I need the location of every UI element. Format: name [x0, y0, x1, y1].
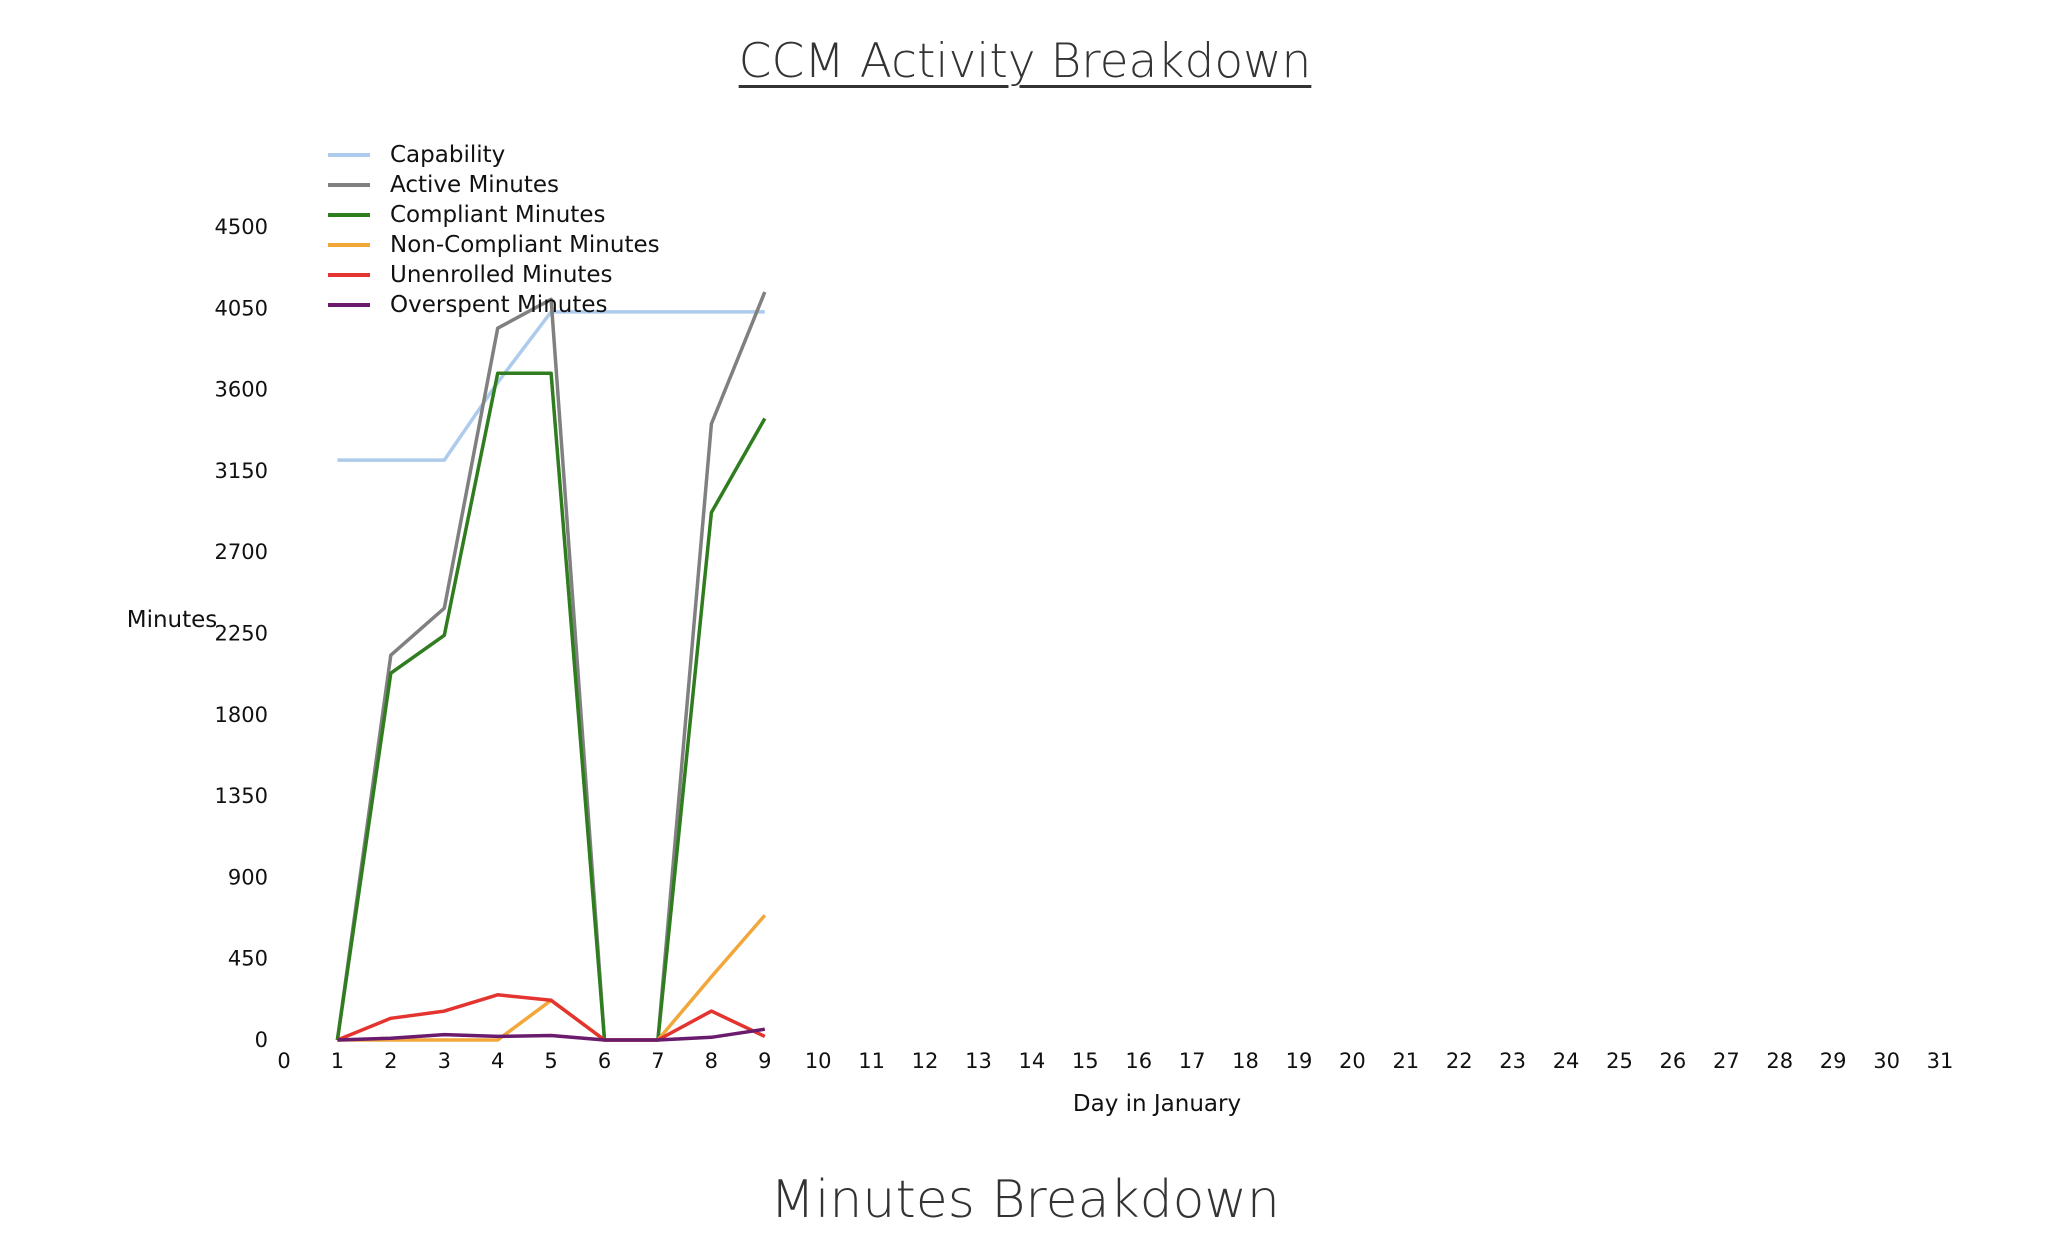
x-tick-label: 29: [1820, 1049, 1847, 1073]
x-tick-label: 10: [805, 1049, 832, 1073]
x-tick-label: 17: [1179, 1049, 1206, 1073]
legend-swatch: [328, 273, 370, 277]
y-tick-label: 4500: [215, 215, 268, 239]
x-tick-label: 28: [1766, 1049, 1793, 1073]
y-tick-label: 4050: [215, 296, 268, 320]
y-tick-label: 2250: [215, 622, 268, 646]
series-line-active-minutes: [335, 291, 767, 1042]
x-tick-label: 20: [1339, 1049, 1366, 1073]
x-tick-label: 15: [1072, 1049, 1099, 1073]
y-tick-label: 1350: [215, 784, 268, 808]
series-lines: [335, 291, 767, 1042]
legend-item: Unenrolled Minutes: [328, 260, 660, 290]
y-tick-label: 900: [228, 865, 268, 889]
x-tick-label: 22: [1446, 1049, 1473, 1073]
x-tick-label: 25: [1606, 1049, 1633, 1073]
x-tick-label: 24: [1553, 1049, 1580, 1073]
x-tick-label: 30: [1873, 1049, 1900, 1073]
legend-item: Active Minutes: [328, 170, 660, 200]
x-tick-label: 26: [1660, 1049, 1687, 1073]
y-tick-label: 450: [228, 947, 268, 971]
minutes-breakdown-heading: Minutes Breakdown: [770, 1170, 1280, 1230]
x-tick-label: 7: [651, 1049, 664, 1073]
x-tick-label: 3: [438, 1049, 451, 1073]
y-axis-ticks: 0 450 900 1350 1800 2250 2700 3150 3600 4050 4500: [215, 215, 268, 1052]
x-tick-label: 23: [1499, 1049, 1526, 1073]
x-axis-ticks: 0 1 2 3 4 5 6 7 8 9 10 11 12 13 14 15 16 17 18 19 20 21 22 23 24…: [277, 1049, 1953, 1073]
legend-swatch: [328, 243, 370, 247]
series-line-compliant-minutes: [335, 371, 767, 1042]
legend-label: Overspent Minutes: [390, 292, 608, 318]
x-tick-label: 0: [277, 1049, 290, 1073]
x-axis-label: Day in January: [1073, 1091, 1241, 1117]
y-axis-label: Minutes: [127, 607, 218, 633]
legend-item: Non-Compliant Minutes: [328, 230, 660, 260]
chart-legend: Capability Active Minutes Compliant Minute…: [328, 140, 660, 320]
legend-label: Compliant Minutes: [390, 202, 606, 228]
y-tick-label: 3600: [215, 378, 268, 402]
x-tick-label: 9: [758, 1049, 771, 1073]
y-tick-label: 1800: [215, 703, 268, 727]
x-tick-label: 14: [1019, 1049, 1046, 1073]
series-line-unenrolled-minutes: [336, 993, 766, 1042]
y-tick-label: 3150: [215, 459, 268, 483]
legend-label: Active Minutes: [390, 172, 559, 198]
x-tick-label: 27: [1713, 1049, 1740, 1073]
x-tick-label: 12: [912, 1049, 939, 1073]
legend-item: Overspent Minutes: [328, 290, 660, 320]
x-tick-label: 18: [1232, 1049, 1259, 1073]
x-tick-label: 31: [1927, 1049, 1954, 1073]
legend-item: Capability: [328, 140, 660, 170]
x-tick-label: 6: [598, 1049, 611, 1073]
x-tick-label: 19: [1286, 1049, 1313, 1073]
legend-item: Compliant Minutes: [328, 200, 660, 230]
legend-swatch: [328, 153, 370, 157]
x-tick-label: 8: [705, 1049, 718, 1073]
x-tick-label: 11: [858, 1049, 885, 1073]
legend-swatch: [328, 303, 370, 307]
legend-label: Capability: [390, 142, 506, 168]
x-tick-label: 2: [384, 1049, 397, 1073]
x-tick-label: 5: [544, 1049, 557, 1073]
series-line-overspent-minutes: [337, 1027, 766, 1042]
x-tick-label: 16: [1125, 1049, 1152, 1073]
chart-title: CCM Activity Breakdown: [738, 34, 1312, 89]
x-tick-label: 1: [331, 1049, 344, 1073]
y-tick-label: 2700: [215, 540, 268, 564]
legend-swatch: [328, 183, 370, 187]
x-tick-label: 21: [1392, 1049, 1419, 1073]
legend-label: Unenrolled Minutes: [390, 262, 613, 288]
x-tick-label: 13: [965, 1049, 992, 1073]
legend-swatch: [328, 213, 370, 217]
y-tick-label: 0: [255, 1028, 268, 1052]
x-tick-label: 4: [491, 1049, 504, 1073]
legend-label: Non-Compliant Minutes: [390, 232, 660, 258]
series-line-non-compliant-minutes: [337, 914, 767, 1042]
